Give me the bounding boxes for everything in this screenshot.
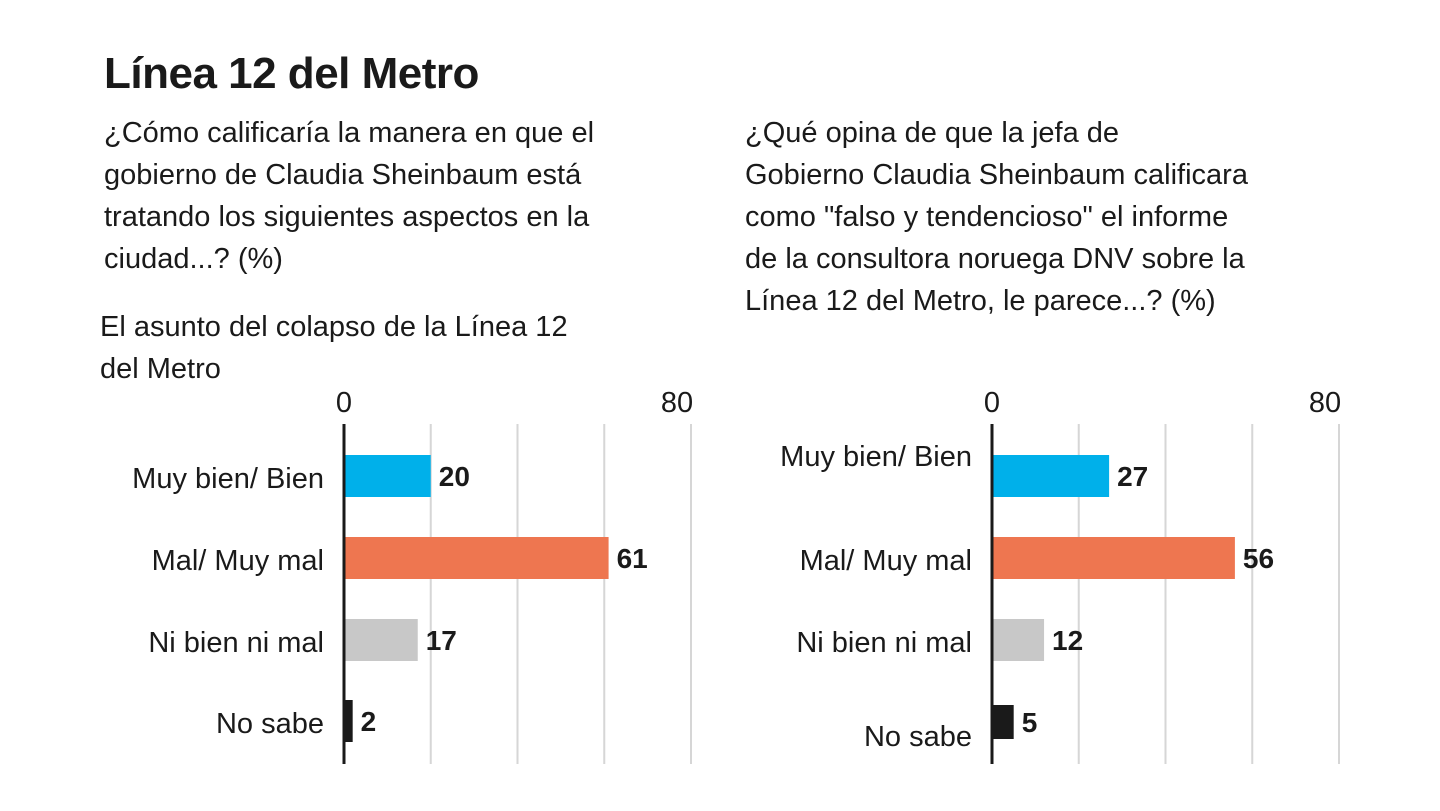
left-sub-question-line: El asunto del colapso de la Línea 12 [100,311,568,343]
left-category-label: No sabe [216,708,324,740]
left-category-label: Muy bien/ Bien [132,463,324,495]
right-value-label: 5 [1022,707,1038,738]
left-question-line: ciudad...? (%) [104,243,283,275]
left-question-line: tratando los siguientes aspectos en la [104,201,590,233]
right-question-line: como "falso y tendencioso" el informe [745,201,1229,233]
right-category-label: Ni bien ni mal [796,627,972,659]
left-bar [344,700,353,742]
right-category-label: Mal/ Muy mal [800,545,972,577]
left-tick-label: 0 [336,387,352,419]
right-bar [992,455,1110,497]
right-bar [992,705,1014,739]
right-bar [992,537,1235,579]
left-sub-question-line: del Metro [100,353,221,385]
right-question: ¿Qué opina de que la jefa de Gobierno Cl… [745,112,1385,322]
right-category-label: No sabe [864,721,972,753]
right-bar [992,619,1045,661]
right-question-line: de la consultora noruega DNV sobre la [745,243,1245,275]
right-question-line: Línea 12 del Metro, le parece...? (%) [745,285,1216,317]
left-question-line: gobierno de Claudia Sheinbaum está [104,159,582,191]
left-bar [344,537,609,579]
left-question: ¿Cómo calificaría la manera en que el go… [104,112,704,280]
page-title: Línea 12 del Metro [104,49,479,98]
right-question-line: ¿Qué opina de que la jefa de [745,117,1120,149]
right-value-label: 12 [1052,625,1083,656]
right-value-label: 56 [1243,543,1274,574]
right-tick-label: 80 [1309,387,1341,419]
left-value-label: 20 [439,461,470,492]
left-bar [344,455,431,497]
left-value-label: 2 [361,706,377,737]
right-category-label: Muy bien/ Bien [780,441,972,473]
left-tick-label: 80 [661,387,693,419]
right-value-label: 27 [1117,461,1148,492]
left-value-label: 61 [617,543,648,574]
right-tick-label: 0 [984,387,1000,419]
right-question-line: Gobierno Claudia Sheinbaum calificara [745,159,1248,191]
left-question-line: ¿Cómo calificaría la manera en que el [104,117,595,149]
left-category-label: Ni bien ni mal [148,627,324,659]
left-bar [344,619,418,661]
left-sub-question: El asunto del colapso de la Línea 12 del… [100,306,660,390]
left-value-label: 17 [426,625,457,656]
left-category-label: Mal/ Muy mal [152,545,324,577]
